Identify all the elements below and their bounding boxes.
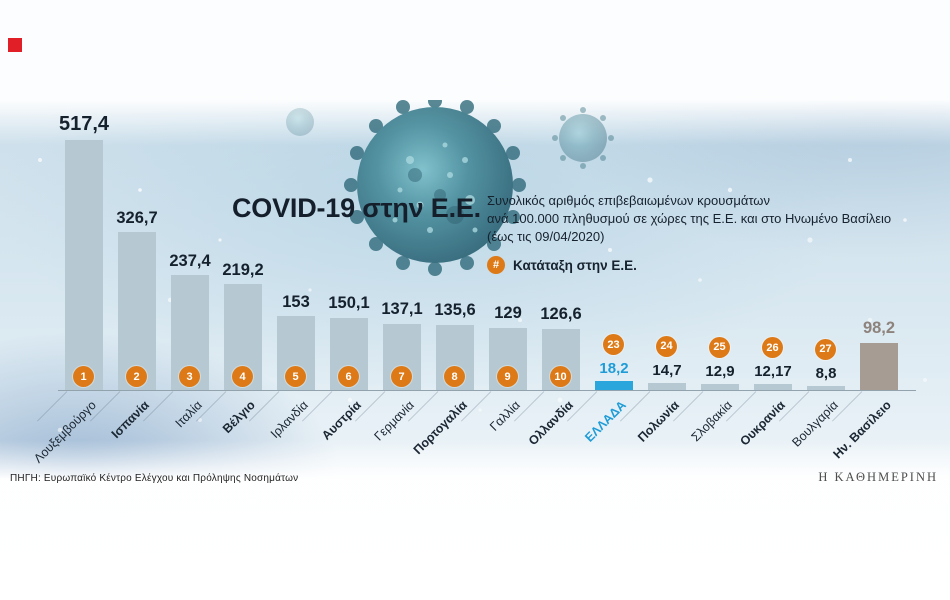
rank-badge: 2 bbox=[126, 366, 147, 387]
rank-badge: 23 bbox=[603, 334, 624, 356]
subtitle-line-1: Συνολικός αριθμός επιβεβαιωμένων κρουσμά… bbox=[487, 193, 770, 208]
subtitle-line-2: ανά 100.000 πληθυσμού σε χώρες της Ε.Ε. … bbox=[487, 210, 892, 226]
rank-badge: 7 bbox=[391, 366, 412, 387]
rank-badge: 9 bbox=[497, 366, 518, 387]
value-label: 12,17 bbox=[754, 363, 792, 381]
chart-title: COVID-19 στην Ε.Ε. bbox=[232, 193, 481, 223]
value-label: 129 bbox=[494, 304, 522, 323]
rank-badge: 1 bbox=[73, 366, 94, 387]
value-label: 12,9 bbox=[705, 363, 735, 381]
value-label: 137,1 bbox=[381, 300, 423, 319]
value-label: 126,6 bbox=[540, 305, 582, 324]
bar-Ισπανία bbox=[118, 232, 156, 390]
value-label: 14,7 bbox=[652, 362, 682, 380]
subtitle-line-3: (έως τις 09/04/2020) bbox=[487, 228, 605, 244]
source-credit: ΠΗΓΗ: Ευρωπαϊκό Κέντρο Ελέγχου και Πρόλη… bbox=[10, 473, 299, 484]
bar-Πολωνία bbox=[648, 382, 686, 390]
legend: # Κατάταξη στην Ε.Ε. bbox=[487, 256, 637, 274]
legend-label: Κατάταξη στην Ε.Ε. bbox=[513, 257, 637, 273]
bar-Λουξεμβούργο bbox=[65, 140, 103, 390]
bar-ΕΛΛΑΔΑ bbox=[595, 381, 633, 390]
rank-badge: 25 bbox=[709, 336, 730, 358]
newspaper-masthead: Η ΚΑΘΗΜΕΡΙΝΗ bbox=[818, 470, 938, 484]
value-label: 517,4 bbox=[58, 112, 110, 135]
rank-badge: 6 bbox=[338, 366, 359, 387]
rank-badge: 26 bbox=[762, 337, 783, 359]
rank-badge: 8 bbox=[444, 366, 465, 387]
virus-photo-background bbox=[0, 100, 950, 478]
value-label: 98,2 bbox=[862, 319, 896, 338]
value-label: 153 bbox=[282, 292, 310, 311]
virus-illustration bbox=[38, 100, 927, 433]
rank-badge: 10 bbox=[550, 366, 571, 387]
bar-Ην. Βασίλειο bbox=[860, 342, 898, 390]
value-label: 219,2 bbox=[222, 260, 264, 279]
rank-badge: 4 bbox=[232, 366, 253, 387]
value-label: 18,2 bbox=[599, 360, 629, 378]
legend-rank-badge-icon: # bbox=[487, 256, 505, 274]
value-label: 237,4 bbox=[169, 251, 211, 270]
bar-Σλοβακία bbox=[701, 383, 739, 390]
rank-badge: 27 bbox=[815, 338, 836, 360]
virus-secondary bbox=[552, 107, 614, 169]
rank-badge: 5 bbox=[285, 366, 306, 387]
virus-main bbox=[344, 100, 526, 276]
value-label: 135,6 bbox=[434, 301, 476, 320]
rank-badge: 24 bbox=[656, 335, 677, 357]
rank-badge: 3 bbox=[179, 366, 200, 387]
bar-Βουλγαρία bbox=[807, 385, 845, 390]
axis-tick bbox=[36, 391, 68, 422]
value-label: 8,8 bbox=[815, 364, 837, 382]
value-label: 150,1 bbox=[328, 294, 370, 313]
chart-subtitle: Συνολικός αριθμός επιβεβαιωμένων κρουσμά… bbox=[487, 192, 917, 246]
newspaper-logo-mark bbox=[8, 38, 22, 52]
x-axis-baseline bbox=[58, 390, 916, 391]
bar-Ουκρανία bbox=[754, 384, 792, 390]
value-label: 326,7 bbox=[116, 208, 158, 227]
